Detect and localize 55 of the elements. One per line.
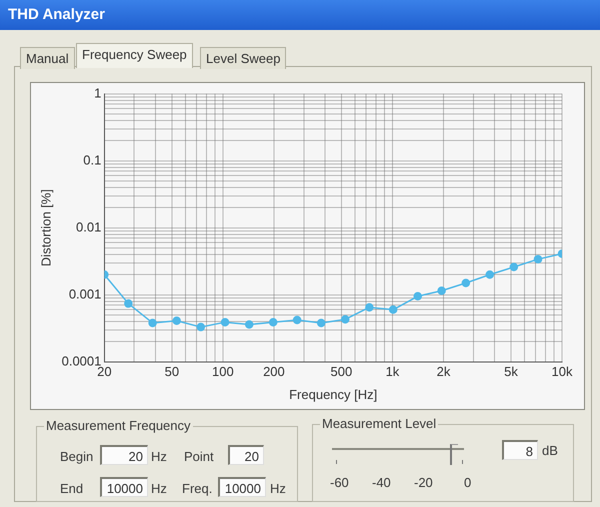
point <box>148 318 157 328</box>
point <box>220 318 230 326</box>
text: Begin <box>60 449 94 464</box>
x-tick-label: 500 <box>330 364 352 380</box>
x-tick-label: 200 <box>263 364 285 380</box>
text: dB <box>542 443 558 458</box>
point <box>244 320 254 329</box>
text-field: 20 <box>228 445 264 465</box>
point <box>437 286 446 295</box>
point <box>462 278 470 288</box>
text-field: 10000 <box>218 477 266 497</box>
y-axis-title: Distortion [%] <box>38 189 54 266</box>
point <box>196 322 206 332</box>
x-tick-label: 10k <box>552 364 573 380</box>
point <box>292 316 302 324</box>
x-tick-label: 1k <box>386 364 400 380</box>
text: -60 <box>330 475 349 490</box>
point <box>413 292 422 301</box>
point <box>365 303 374 312</box>
x-tick-label: 50 <box>164 364 180 380</box>
text: Hz <box>270 481 286 496</box>
text: Frequency Sweep <box>76 43 193 68</box>
text: Hz <box>151 481 167 496</box>
text: Freq. <box>182 481 212 496</box>
text: Measurement Frequency <box>44 418 193 433</box>
text: -40 <box>372 475 391 490</box>
x-tick-label: 100 <box>212 364 234 380</box>
y-tick-label: 0.1 <box>83 152 102 168</box>
text: Point <box>184 449 214 464</box>
text: 0 <box>464 475 472 490</box>
text-field: 10000 <box>100 477 148 497</box>
y-tick-label: 1 <box>94 85 102 100</box>
x-tick-label: 2k <box>436 364 451 380</box>
text-field: 20 <box>100 445 148 465</box>
y-tick-label: 0.001 <box>68 286 102 302</box>
point <box>534 254 542 264</box>
y-tick-label: 0.01 <box>76 219 102 234</box>
point <box>124 299 133 308</box>
x-axis-title: Frequency [Hz] <box>289 386 378 402</box>
point <box>341 315 350 324</box>
point <box>388 305 398 314</box>
text-field: 8 <box>502 440 538 460</box>
text: End <box>60 481 84 496</box>
text: Manual <box>20 47 75 69</box>
point <box>510 262 518 272</box>
text: Level Sweep <box>200 47 286 69</box>
point <box>172 316 181 325</box>
text: Hz <box>151 449 167 464</box>
text: -20 <box>414 475 433 490</box>
text: Measurement Level <box>320 416 438 431</box>
chart-title: THD Analyzer <box>0 0 600 30</box>
point <box>268 318 278 326</box>
point <box>486 270 494 279</box>
x-tick-label: 5k <box>504 364 518 380</box>
point <box>316 318 326 328</box>
